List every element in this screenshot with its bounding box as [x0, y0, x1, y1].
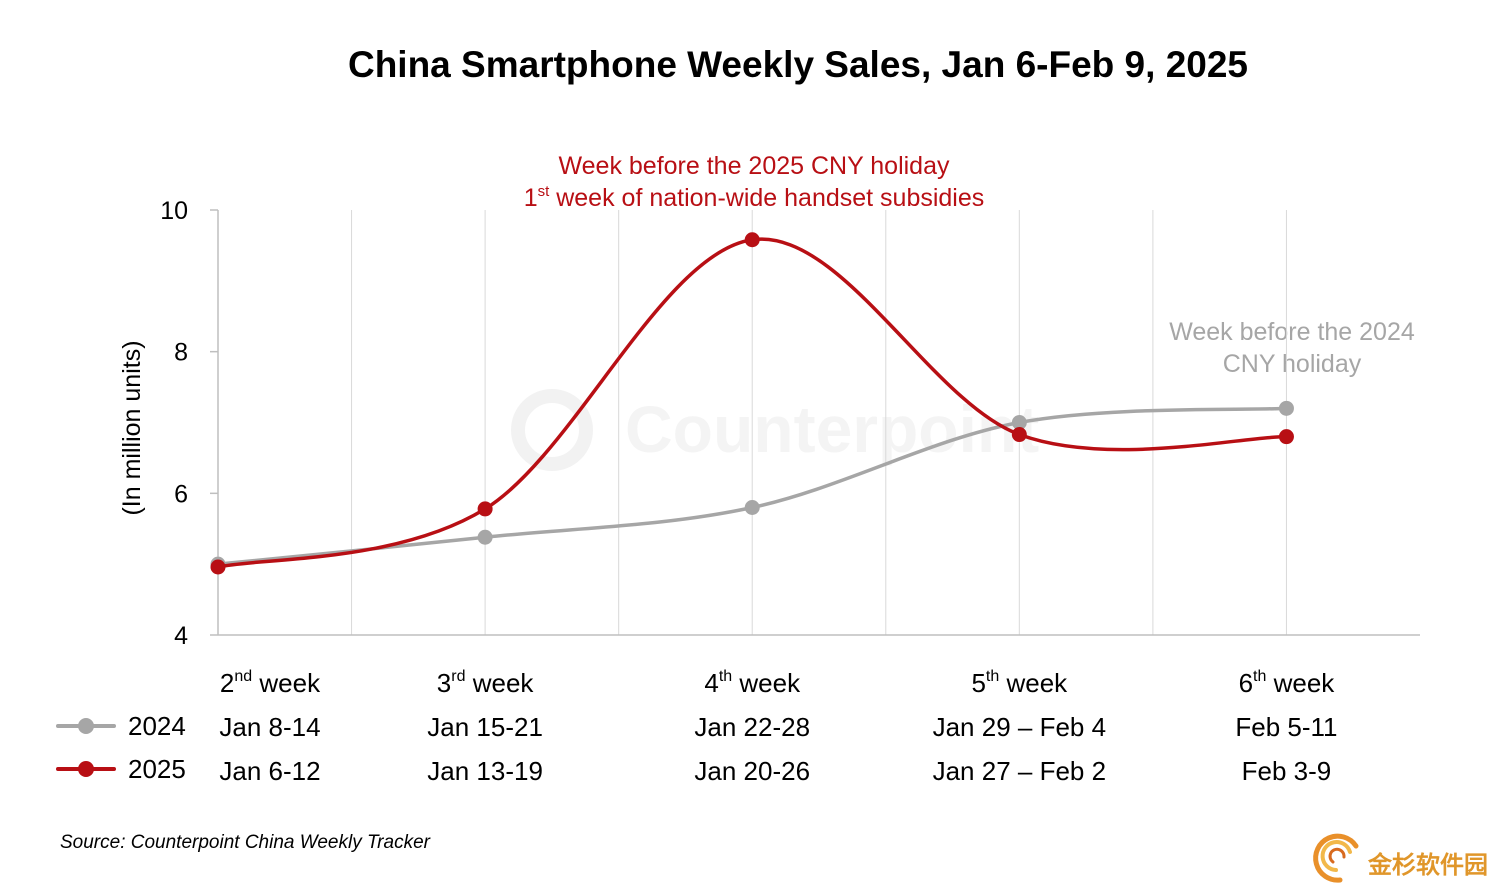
legend-item-2025: 2025 [56, 754, 186, 784]
corner-logo: 金杉软件园 [1313, 833, 1488, 883]
annotation-2025-line1: Week before the 2025 CNY holiday [559, 152, 950, 180]
watermark: Counterpoint [511, 389, 1039, 471]
x-dates-2025-label: Jan 6-12 [219, 756, 320, 786]
logo-text: 金杉软件园 [1367, 851, 1488, 879]
data-point-2025 [1011, 427, 1027, 443]
y-tick-label: 4 [174, 622, 188, 650]
x-dates-2025-label: Jan 13-19 [427, 756, 543, 786]
chart-title: China Smartphone Weekly Sales, Jan 6-Feb… [348, 44, 1248, 85]
annotation-2025: Week before the 2025 CNY holiday 1st wee… [524, 152, 985, 212]
y-axis-label: (In million units) [118, 340, 146, 515]
data-point-2025 [477, 501, 493, 517]
data-point-2025 [210, 559, 226, 575]
annotation-2025-line2: 1st week of nation-wide handset subsidie… [524, 183, 985, 212]
data-point-2024 [477, 529, 493, 545]
x-dates-2024-label: Feb 5-11 [1235, 712, 1337, 742]
y-tick-label: 8 [174, 339, 188, 367]
x-dates-2024-label: Jan 22-28 [694, 712, 810, 742]
x-dates-2025-label: Feb 3-9 [1242, 756, 1332, 786]
legend: 2024 2025 [56, 711, 186, 784]
data-point-2025 [744, 232, 760, 248]
legend-2024-label: 2024 [128, 711, 186, 741]
watermark-text: Counterpoint [625, 392, 1039, 466]
data-point-2024 [744, 500, 760, 515]
x-dates-2025-label: Jan 20-26 [694, 756, 810, 786]
y-tick-label: 6 [174, 480, 188, 508]
x-week-label: 5th week [971, 668, 1068, 698]
data-point-2024 [1278, 400, 1294, 416]
legend-2024-marker-icon [78, 718, 94, 734]
x-week-label: 4th week [704, 668, 801, 698]
y-axis-ticks: 4 6 8 10 [160, 197, 218, 650]
x-week-label: 6th week [1239, 668, 1336, 698]
x-dates-2024-label: Jan 29 – Feb 4 [933, 712, 1106, 742]
legend-2025-label: 2025 [128, 754, 186, 784]
series-lines [210, 232, 1294, 575]
data-point-2025 [1278, 429, 1294, 445]
x-dates-2024-label: Jan 8-14 [219, 712, 320, 742]
x-week-label: 2nd week [220, 668, 321, 698]
x-dates-2024-label: Jan 15-21 [427, 712, 543, 742]
y-tick-label: 10 [160, 197, 188, 225]
spiral-logo-icon [1313, 833, 1359, 883]
annotation-2024-line1: Week before the 2024 [1169, 318, 1415, 346]
series-2025 [210, 232, 1294, 575]
legend-2025-marker-icon [78, 761, 94, 777]
x-dates-2025-label: Jan 27 – Feb 2 [933, 756, 1106, 786]
x-axis-labels: 2nd week Jan 8-14 Jan 6-12 3rd week Jan 15-2… [219, 668, 1337, 786]
x-week-label: 3rd week [437, 668, 535, 698]
data-point-2024 [1011, 415, 1027, 430]
source-note: Source: Counterpoint China Weekly Tracke… [60, 832, 431, 853]
annotation-2024: Week before the 2024 CNY holiday [1148, 305, 1438, 387]
watermark-logo-icon [511, 389, 593, 471]
legend-item-2024: 2024 [56, 711, 186, 741]
annotation-2024-line2: CNY holiday [1223, 350, 1362, 378]
